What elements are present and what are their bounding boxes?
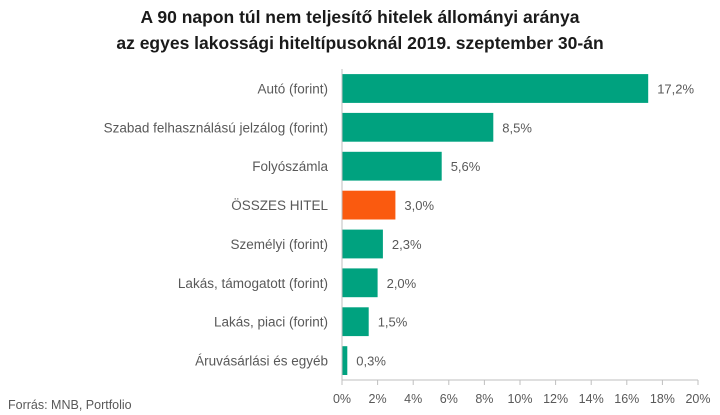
x-tick-label-5: 10% [507,392,532,406]
source-note: Forrás: MNB, Portfolio [8,398,132,412]
x-tick-label-2: 4% [404,392,422,406]
x-tick-label-0: 0% [333,392,351,406]
plot-area: Autó (forint) 17,2% Szabad felhasználású j… [104,69,711,406]
category-label-0: Autó (forint) [257,81,328,96]
value-label-4: 2,3% [392,237,422,252]
category-label-1: Szabad felhasználású jelzálog (forint) [104,120,328,135]
bar-4 [342,229,383,259]
x-tick-label-1: 2% [369,392,387,406]
bar-1 [342,112,494,142]
category-label-7: Áruvásárlási és egyéb [195,354,328,369]
value-label-1: 8,5% [502,120,532,135]
x-tick-label-10: 20% [685,392,710,406]
bar-2 [342,151,442,181]
chart-title-line-2: az egyes lakossági hiteltípusoknál 2019.… [116,33,603,53]
x-tick-label-8: 16% [614,392,639,406]
bar-5 [342,268,378,298]
bar-7 [342,346,348,375]
bar-0 [342,74,649,103]
x-tick-label-7: 14% [579,392,604,406]
x-tick-label-3: 6% [440,392,458,406]
category-label-3: ÖSSZES HITEL [231,198,328,213]
category-label-2: Folyószámla [252,159,328,174]
chart-title-line-1: A 90 napon túl nem teljesítő hitelek áll… [141,7,580,27]
value-label-6: 1,5% [378,315,408,330]
x-tick-label-4: 8% [475,392,493,406]
x-tick-label-6: 12% [543,392,568,406]
x-tick-label-9: 18% [650,392,675,406]
category-label-5: Lakás, támogatott (forint) [178,276,328,291]
value-label-0: 17,2% [657,81,694,96]
value-label-2: 5,6% [451,159,481,174]
category-label-6: Lakás, piaci (forint) [214,315,328,330]
bar-6 [342,307,369,337]
value-label-5: 2,0% [387,276,417,291]
category-label-4: Személyi (forint) [230,237,328,252]
value-label-7: 0,3% [356,354,386,369]
bar-3 [342,190,396,220]
value-label-3: 3,0% [404,198,434,213]
